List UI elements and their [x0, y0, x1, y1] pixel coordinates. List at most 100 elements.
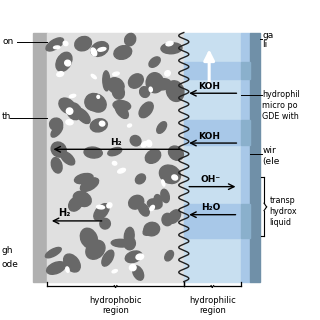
Ellipse shape — [135, 174, 146, 184]
Ellipse shape — [139, 102, 153, 118]
Ellipse shape — [161, 189, 169, 203]
Ellipse shape — [166, 81, 184, 101]
Text: hydrophilic
region: hydrophilic region — [189, 296, 236, 315]
Ellipse shape — [80, 178, 99, 191]
Ellipse shape — [66, 120, 73, 125]
Ellipse shape — [73, 191, 91, 206]
Bar — [184, 120, 241, 145]
Ellipse shape — [162, 180, 165, 186]
Ellipse shape — [146, 73, 164, 93]
Ellipse shape — [67, 103, 82, 120]
Text: GDE with: GDE with — [262, 112, 299, 121]
Bar — [241, 204, 251, 238]
Ellipse shape — [161, 43, 182, 54]
Ellipse shape — [51, 124, 63, 137]
Text: ode: ode — [1, 260, 18, 269]
Ellipse shape — [124, 228, 134, 245]
Text: (ele: (ele — [262, 157, 280, 166]
Ellipse shape — [66, 108, 73, 114]
Ellipse shape — [94, 204, 109, 220]
Ellipse shape — [107, 203, 112, 208]
Ellipse shape — [112, 85, 124, 99]
Ellipse shape — [148, 199, 162, 209]
Ellipse shape — [53, 46, 60, 49]
Text: H₂: H₂ — [110, 138, 121, 147]
Ellipse shape — [157, 122, 167, 133]
Ellipse shape — [129, 195, 144, 209]
Text: H₂O: H₂O — [201, 203, 220, 212]
Bar — [251, 33, 260, 282]
Ellipse shape — [124, 237, 135, 250]
Ellipse shape — [111, 239, 131, 247]
Text: KOH: KOH — [198, 132, 220, 140]
Ellipse shape — [154, 195, 162, 205]
Ellipse shape — [98, 47, 106, 51]
Ellipse shape — [128, 124, 132, 127]
Ellipse shape — [136, 254, 144, 260]
Text: KOH: KOH — [198, 82, 220, 91]
Ellipse shape — [114, 46, 132, 60]
Bar — [241, 33, 251, 282]
Text: ga: ga — [262, 30, 273, 39]
Ellipse shape — [57, 72, 64, 76]
Ellipse shape — [145, 149, 161, 163]
Ellipse shape — [149, 57, 160, 67]
Ellipse shape — [66, 267, 69, 272]
Ellipse shape — [86, 240, 105, 259]
Ellipse shape — [56, 52, 72, 71]
Ellipse shape — [80, 228, 98, 248]
Text: hydrox: hydrox — [269, 207, 297, 216]
Ellipse shape — [125, 33, 136, 46]
Ellipse shape — [60, 151, 75, 165]
Ellipse shape — [115, 104, 128, 118]
Ellipse shape — [132, 266, 144, 280]
Ellipse shape — [144, 222, 160, 236]
Ellipse shape — [172, 175, 178, 180]
Ellipse shape — [63, 41, 68, 46]
Ellipse shape — [146, 140, 152, 147]
Ellipse shape — [165, 251, 173, 261]
Ellipse shape — [46, 38, 64, 51]
Ellipse shape — [51, 158, 62, 173]
Bar — [241, 120, 251, 145]
Ellipse shape — [91, 48, 97, 56]
Ellipse shape — [85, 93, 102, 110]
Ellipse shape — [69, 94, 76, 98]
Bar — [184, 33, 241, 282]
Ellipse shape — [143, 223, 157, 235]
Ellipse shape — [100, 121, 105, 126]
Text: micro po: micro po — [262, 101, 298, 110]
Ellipse shape — [69, 197, 82, 211]
Ellipse shape — [138, 203, 149, 216]
Ellipse shape — [128, 74, 143, 88]
Text: th: th — [1, 112, 11, 121]
Ellipse shape — [75, 36, 92, 51]
Ellipse shape — [162, 213, 173, 226]
Ellipse shape — [51, 142, 66, 157]
Ellipse shape — [165, 71, 170, 76]
Text: liquid: liquid — [269, 218, 292, 227]
Ellipse shape — [76, 108, 90, 124]
Ellipse shape — [112, 269, 117, 273]
Ellipse shape — [108, 148, 122, 156]
Ellipse shape — [159, 165, 180, 183]
Ellipse shape — [97, 205, 105, 209]
Text: gh: gh — [1, 246, 13, 255]
Ellipse shape — [87, 94, 106, 112]
Ellipse shape — [59, 98, 76, 114]
Ellipse shape — [150, 205, 155, 211]
Text: on: on — [2, 37, 13, 46]
Ellipse shape — [166, 41, 173, 46]
Ellipse shape — [97, 95, 100, 98]
Ellipse shape — [112, 162, 117, 165]
Text: li: li — [262, 40, 268, 49]
Bar — [241, 62, 251, 79]
Text: OH⁻: OH⁻ — [201, 175, 221, 184]
Bar — [184, 204, 241, 238]
Bar — [33, 33, 47, 282]
Ellipse shape — [108, 78, 124, 93]
Ellipse shape — [154, 79, 171, 90]
Text: H₂: H₂ — [59, 208, 71, 219]
Bar — [184, 62, 241, 79]
Ellipse shape — [91, 42, 108, 56]
